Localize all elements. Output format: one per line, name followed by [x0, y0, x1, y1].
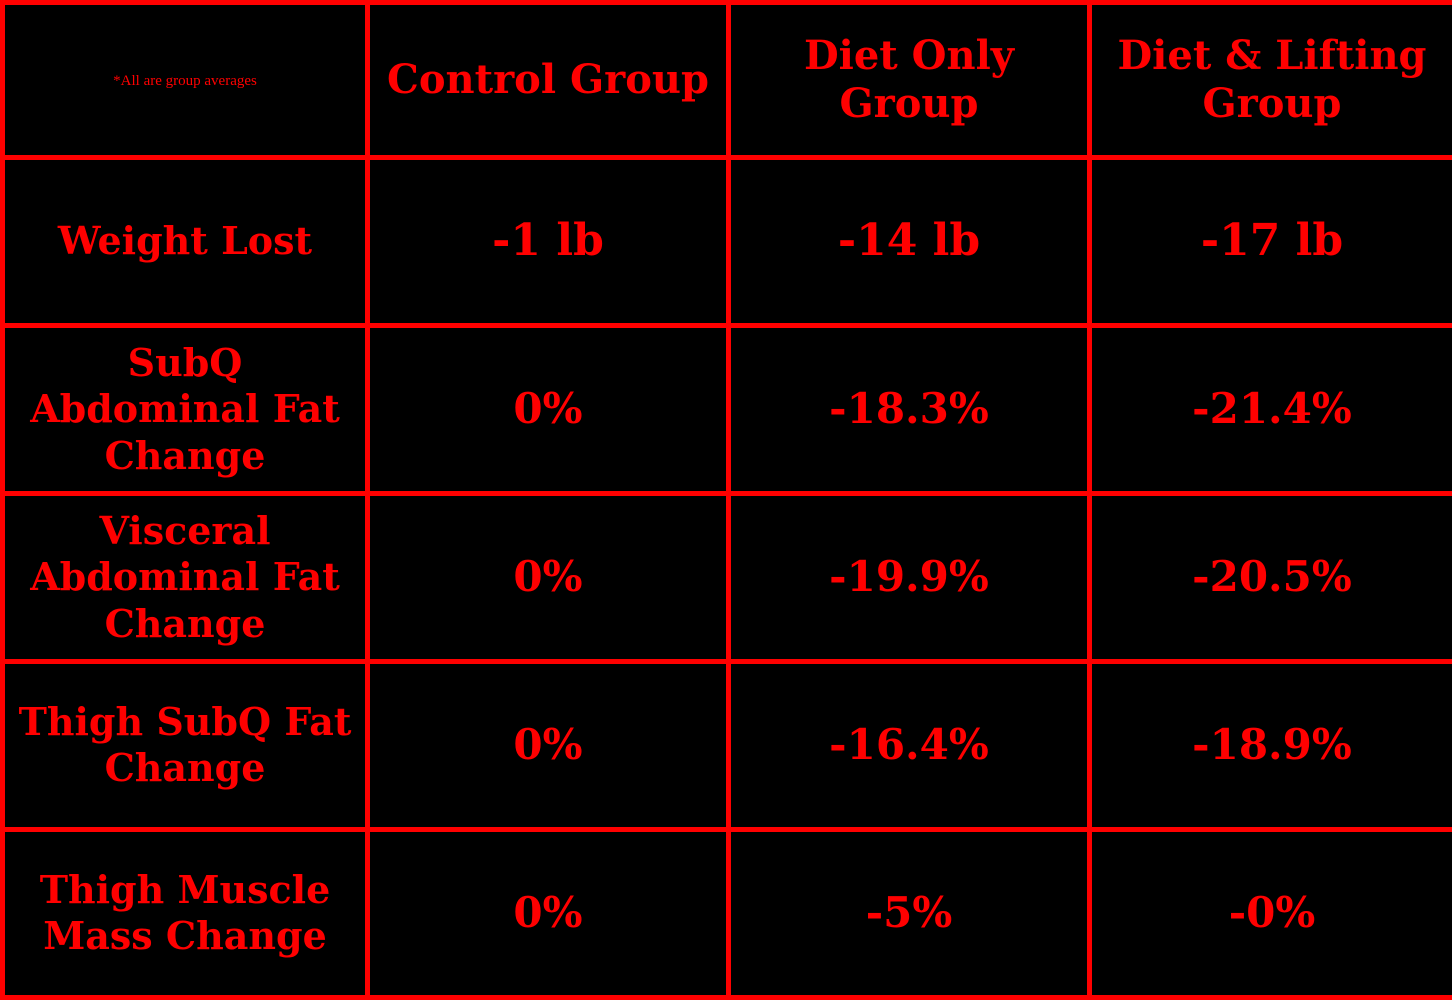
value-cell: 0%: [365, 826, 731, 1000]
row-label: Visceral Abdominal Fat Change: [30, 507, 340, 646]
value-cell: -1 lb: [365, 154, 731, 328]
column-header-diet-only: Diet Only Group: [726, 0, 1092, 160]
cell-value: -18.9%: [1192, 720, 1352, 770]
cell-value: -5%: [865, 888, 953, 938]
value-cell: -14 lb: [726, 154, 1092, 328]
row-label: Weight Lost: [57, 218, 313, 264]
cell-value: -18.3%: [829, 384, 989, 434]
row-label-cell: Thigh Muscle Mass Change: [0, 826, 370, 1000]
table-row-weight-lost: Weight Lost -1 lb -14 lb -17 lb: [0, 154, 1452, 328]
cell-value: -0%: [1228, 888, 1316, 938]
cell-value: -20.5%: [1192, 552, 1352, 602]
value-cell: -20.5%: [1087, 490, 1452, 664]
table-row-visceral-abdominal: Visceral Abdominal Fat Change 0% -19.9% …: [0, 490, 1452, 664]
value-cell: -0%: [1087, 826, 1452, 1000]
cell-value: 0%: [513, 384, 583, 434]
value-cell: -19.9%: [726, 490, 1092, 664]
value-cell: 0%: [365, 322, 731, 496]
value-cell: -18.3%: [726, 322, 1092, 496]
value-cell: -16.4%: [726, 658, 1092, 832]
value-cell: 0%: [365, 658, 731, 832]
header-row: *All are group averages Control Group Di…: [0, 0, 1452, 160]
cell-value: -19.9%: [829, 552, 989, 602]
table-row-subq-abdominal: SubQ Abdominal Fat Change 0% -18.3% -21.…: [0, 322, 1452, 496]
column-header-label: Diet Only Group: [803, 31, 1015, 127]
column-header-diet-lifting: Diet & Lifting Group: [1087, 0, 1452, 160]
row-label-cell: Visceral Abdominal Fat Change: [0, 490, 370, 664]
cell-value: -17 lb: [1200, 215, 1344, 267]
cell-value: -1 lb: [492, 215, 604, 267]
cell-value: 0%: [513, 720, 583, 770]
cell-value: 0%: [513, 552, 583, 602]
cell-value: 0%: [513, 888, 583, 938]
value-cell: -21.4%: [1087, 322, 1452, 496]
cell-value: -21.4%: [1192, 384, 1352, 434]
row-label: Thigh SubQ Fat Change: [18, 699, 352, 791]
row-label: SubQ Abdominal Fat Change: [30, 339, 340, 478]
row-label-cell: SubQ Abdominal Fat Change: [0, 322, 370, 496]
row-label: Thigh Muscle Mass Change: [39, 867, 331, 959]
row-label-cell: Weight Lost: [0, 154, 370, 328]
value-cell: -5%: [726, 826, 1092, 1000]
group-averages-note: *All are group averages: [113, 72, 257, 89]
cell-value: -16.4%: [829, 720, 989, 770]
table-note: *All are group averages: [0, 0, 370, 160]
table-row-thigh-muscle: Thigh Muscle Mass Change 0% -5% -0%: [0, 826, 1452, 1000]
column-header-label: Control Group: [387, 55, 709, 103]
value-cell: 0%: [365, 490, 731, 664]
value-cell: -18.9%: [1087, 658, 1452, 832]
table-row-thigh-subq: Thigh SubQ Fat Change 0% -16.4% -18.9%: [0, 658, 1452, 832]
value-cell: -17 lb: [1087, 154, 1452, 328]
column-header-label: Diet & Lifting Group: [1117, 31, 1427, 127]
column-header-control: Control Group: [365, 0, 731, 160]
row-label-cell: Thigh SubQ Fat Change: [0, 658, 370, 832]
cell-value: -14 lb: [837, 215, 981, 267]
